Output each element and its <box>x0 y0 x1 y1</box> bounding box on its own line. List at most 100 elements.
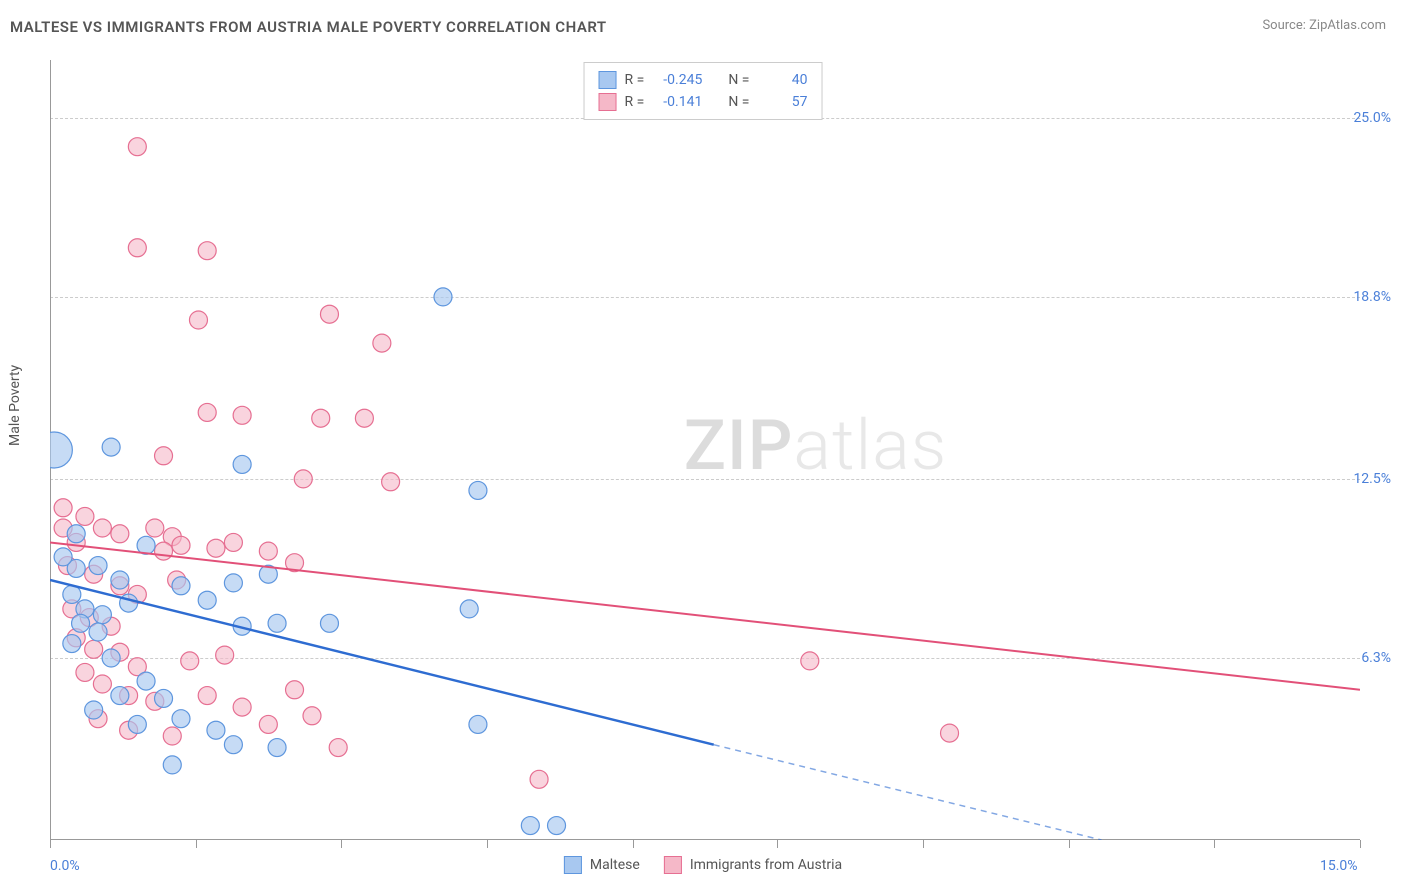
x-tick <box>777 840 778 848</box>
legend-label-maltese: Maltese <box>590 857 640 873</box>
data-point <box>268 739 286 757</box>
data-point <box>63 635 81 653</box>
data-point <box>137 672 155 690</box>
data-point <box>216 646 234 664</box>
y-axis-label: Male Poverty <box>7 365 23 446</box>
data-point <box>521 817 539 835</box>
data-point <box>382 473 400 491</box>
data-point <box>259 715 277 733</box>
r-label-immigrants: R = <box>625 94 645 110</box>
data-point <box>155 542 173 560</box>
data-point <box>320 614 338 632</box>
data-point <box>76 507 94 525</box>
data-point <box>54 499 72 517</box>
data-point <box>146 519 164 537</box>
data-point <box>469 715 487 733</box>
data-point <box>224 574 242 592</box>
x-tick <box>50 840 51 848</box>
data-point <box>172 710 190 728</box>
data-point <box>93 519 111 537</box>
y-tick-label: 6.3% <box>1361 650 1391 666</box>
n-value-maltese: 40 <box>757 72 807 88</box>
chart-title: MALTESE VS IMMIGRANTS FROM AUSTRIA MALE … <box>10 18 607 36</box>
data-point <box>102 438 120 456</box>
data-point <box>207 539 225 557</box>
source-value: ZipAtlas.com <box>1309 18 1386 33</box>
data-point <box>155 689 173 707</box>
x-tick <box>1214 840 1215 848</box>
r-label-maltese: R = <box>625 72 645 88</box>
plot-svg <box>50 60 1360 840</box>
r-value-maltese: -0.245 <box>652 72 702 88</box>
regression-line-maltese-solid <box>50 580 714 745</box>
data-point <box>286 681 304 699</box>
stats-legend: R = -0.245 N = 40 R = -0.141 N = 57 <box>584 62 823 120</box>
n-label-maltese: N = <box>728 72 749 88</box>
data-point <box>329 739 347 757</box>
n-label-immigrants: N = <box>728 94 749 110</box>
data-point <box>355 409 373 427</box>
x-tick <box>196 840 197 848</box>
data-point <box>233 455 251 473</box>
data-point <box>198 687 216 705</box>
data-point <box>530 770 548 788</box>
data-point <box>207 721 225 739</box>
data-point <box>373 334 391 352</box>
data-point <box>320 305 338 323</box>
data-point <box>76 663 94 681</box>
data-point <box>163 756 181 774</box>
data-point <box>198 403 216 421</box>
data-point <box>54 548 72 566</box>
x-tick <box>633 840 634 848</box>
r-value-immigrants: -0.141 <box>652 94 702 110</box>
data-point <box>224 533 242 551</box>
data-point <box>224 736 242 754</box>
legend-item-immigrants: Immigrants from Austria <box>664 856 842 874</box>
data-point <box>181 652 199 670</box>
data-point <box>155 447 173 465</box>
swatch-maltese-icon <box>599 71 617 89</box>
legend-item-maltese: Maltese <box>564 856 640 874</box>
data-point <box>198 591 216 609</box>
swatch-immigrants-icon <box>599 93 617 111</box>
data-point <box>434 288 452 306</box>
data-point <box>268 614 286 632</box>
data-point <box>111 571 129 589</box>
data-point <box>303 707 321 725</box>
data-point <box>233 406 251 424</box>
series-legend: Maltese Immigrants from Austria <box>564 856 842 874</box>
data-point <box>93 675 111 693</box>
swatch-immigrants-icon <box>664 856 682 874</box>
data-point <box>111 687 129 705</box>
x-tick <box>341 840 342 848</box>
data-point <box>163 727 181 745</box>
x-tick <box>923 840 924 848</box>
data-point <box>801 652 819 670</box>
data-point <box>67 525 85 543</box>
data-point <box>941 724 959 742</box>
data-point <box>93 606 111 624</box>
x-tick <box>1360 840 1361 848</box>
stats-row-maltese: R = -0.245 N = 40 <box>599 69 808 91</box>
data-point <box>294 470 312 488</box>
data-point <box>102 649 120 667</box>
legend-label-immigrants: Immigrants from Austria <box>690 857 842 873</box>
regression-line-immigrants <box>50 542 1360 689</box>
data-point <box>259 542 277 560</box>
data-point <box>548 817 566 835</box>
data-point <box>72 614 90 632</box>
data-point <box>172 577 190 595</box>
swatch-maltese-icon <box>564 856 582 874</box>
data-point <box>312 409 330 427</box>
data-point <box>111 525 129 543</box>
regression-line-maltese-dashed <box>714 745 1102 840</box>
x-tick <box>487 840 488 848</box>
source-attribution: Source: ZipAtlas.com <box>1262 18 1386 33</box>
data-point <box>233 698 251 716</box>
data-point <box>50 432 72 468</box>
data-point <box>89 557 107 575</box>
source-label: Source: <box>1262 18 1305 33</box>
data-point <box>128 138 146 156</box>
data-point <box>198 242 216 260</box>
data-point <box>85 701 103 719</box>
